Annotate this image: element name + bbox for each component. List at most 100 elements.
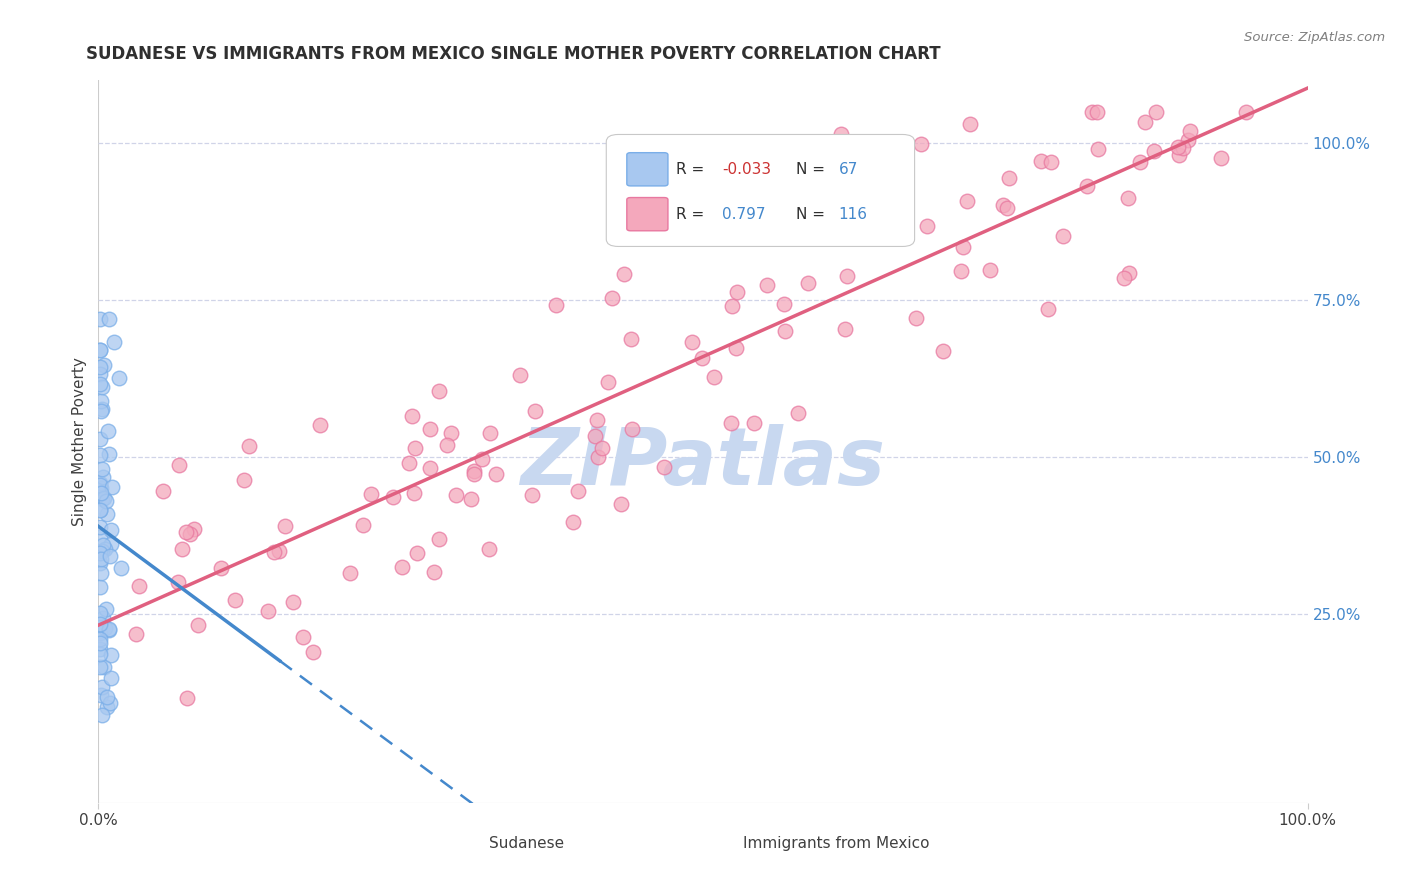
Point: [600, 291, 623, 305]
Point: [89, 359, 111, 374]
Point: [1029, 153, 1052, 168]
Point: [167, 458, 190, 472]
Point: [98, 696, 121, 710]
Point: [89, 503, 111, 517]
Point: [427, 384, 450, 398]
Text: Immigrants from Mexico: Immigrants from Mexico: [742, 837, 929, 852]
Point: [89, 478, 111, 492]
Point: [915, 219, 938, 234]
Point: [1116, 191, 1139, 205]
Point: [89, 580, 111, 594]
Point: [1143, 144, 1166, 158]
Point: [98, 623, 121, 637]
Point: [391, 560, 413, 574]
Point: [96, 700, 118, 714]
Point: [91, 611, 114, 625]
Point: [1129, 155, 1152, 169]
Text: SUDANESE VS IMMIGRANTS FROM MEXICO SINGLE MOTHER POVERTY CORRELATION CHART: SUDANESE VS IMMIGRANTS FROM MEXICO SINGL…: [86, 45, 941, 63]
Point: [652, 460, 675, 475]
Point: [1177, 133, 1199, 147]
Point: [620, 332, 643, 346]
Point: [89, 520, 111, 534]
Point: [1087, 104, 1109, 119]
Point: [1076, 179, 1098, 194]
Point: [93, 359, 115, 373]
Point: [479, 426, 502, 441]
Point: [1118, 267, 1140, 281]
Point: [1178, 124, 1201, 138]
Point: [956, 194, 979, 209]
Point: [100, 671, 122, 685]
Point: [89, 343, 111, 357]
Point: [89, 475, 111, 490]
Point: [100, 648, 122, 662]
Point: [993, 198, 1015, 212]
Point: [91, 470, 114, 484]
Point: [89, 647, 111, 661]
Point: [172, 542, 194, 557]
Point: [301, 645, 323, 659]
Point: [690, 351, 713, 365]
Point: [485, 467, 508, 482]
Point: [90, 394, 112, 409]
Point: [1144, 104, 1167, 119]
Point: [1133, 114, 1156, 128]
Point: [89, 556, 111, 570]
Point: [381, 490, 404, 504]
Point: [509, 368, 531, 382]
Point: [787, 406, 810, 420]
Point: [94, 493, 117, 508]
Point: [1036, 301, 1059, 316]
Point: [1168, 148, 1191, 162]
Point: [398, 456, 420, 470]
Point: [97, 424, 120, 438]
Point: [932, 343, 955, 358]
Point: [720, 416, 742, 430]
Point: [440, 426, 463, 441]
Point: [91, 538, 114, 552]
Point: [110, 561, 132, 575]
Point: [1167, 140, 1189, 154]
Point: [167, 575, 190, 590]
Point: [100, 537, 122, 551]
Point: [100, 479, 122, 493]
Text: Source: ZipAtlas.com: Source: ZipAtlas.com: [1244, 31, 1385, 45]
Y-axis label: Single Mother Poverty: Single Mother Poverty: [72, 357, 87, 526]
Point: [93, 660, 115, 674]
Point: [187, 618, 209, 632]
Point: [681, 334, 703, 349]
Point: [90, 481, 112, 495]
Point: [263, 545, 285, 559]
Point: [463, 464, 485, 478]
Point: [89, 312, 111, 326]
Point: [103, 335, 125, 350]
Point: [89, 688, 111, 702]
Point: [834, 322, 856, 336]
Point: [1114, 271, 1136, 285]
Point: [93, 491, 115, 506]
Point: [949, 264, 972, 278]
Point: [152, 484, 174, 499]
Point: [546, 298, 568, 312]
Point: [90, 708, 112, 723]
Point: [90, 566, 112, 580]
Point: [89, 636, 111, 650]
Point: [339, 566, 361, 580]
Point: [98, 549, 121, 564]
Point: [90, 485, 112, 500]
Point: [128, 579, 150, 593]
Point: [773, 297, 796, 311]
Point: [89, 448, 111, 462]
Point: [89, 606, 111, 620]
Point: [283, 595, 305, 609]
Point: [224, 593, 246, 607]
Point: [404, 441, 426, 455]
Point: [98, 622, 121, 636]
Point: [94, 621, 117, 635]
Point: [94, 602, 117, 616]
Point: [520, 488, 543, 502]
Point: [583, 429, 606, 443]
Point: [756, 278, 779, 293]
Point: [257, 605, 280, 619]
Point: [880, 137, 903, 152]
